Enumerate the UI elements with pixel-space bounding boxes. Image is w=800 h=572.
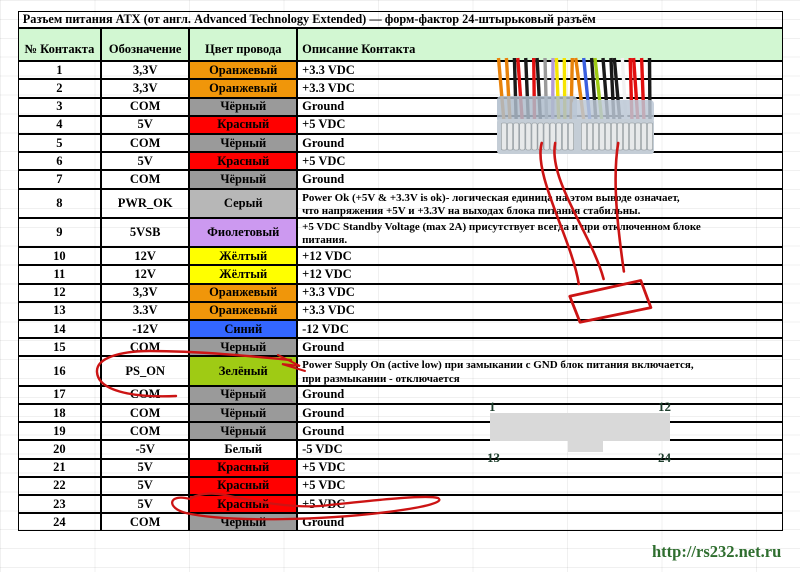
svg-text:http://rs232.net.ru: http://rs232.net.ru [652, 542, 781, 561]
